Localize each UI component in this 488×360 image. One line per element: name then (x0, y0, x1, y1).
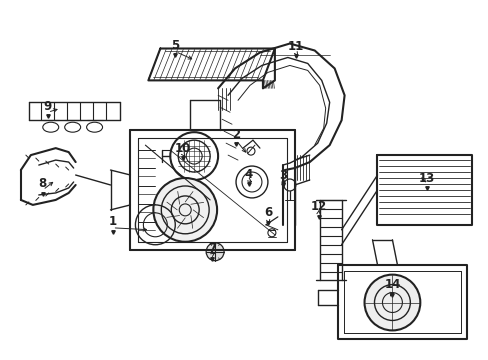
Text: 2: 2 (231, 128, 240, 141)
Circle shape (206, 243, 224, 261)
Text: 8: 8 (39, 177, 47, 190)
Text: 13: 13 (418, 171, 434, 185)
Text: 12: 12 (310, 201, 326, 213)
Text: 5: 5 (171, 39, 179, 52)
Text: 9: 9 (43, 100, 52, 113)
Text: 10: 10 (175, 141, 191, 155)
Circle shape (364, 275, 420, 330)
Circle shape (153, 178, 217, 242)
Text: 7: 7 (207, 242, 216, 255)
Text: 11: 11 (287, 40, 304, 53)
Text: 4: 4 (244, 167, 253, 180)
Text: 14: 14 (384, 278, 400, 291)
Text: 6: 6 (263, 206, 271, 219)
Text: 3: 3 (278, 168, 286, 181)
Text: 1: 1 (108, 215, 116, 228)
